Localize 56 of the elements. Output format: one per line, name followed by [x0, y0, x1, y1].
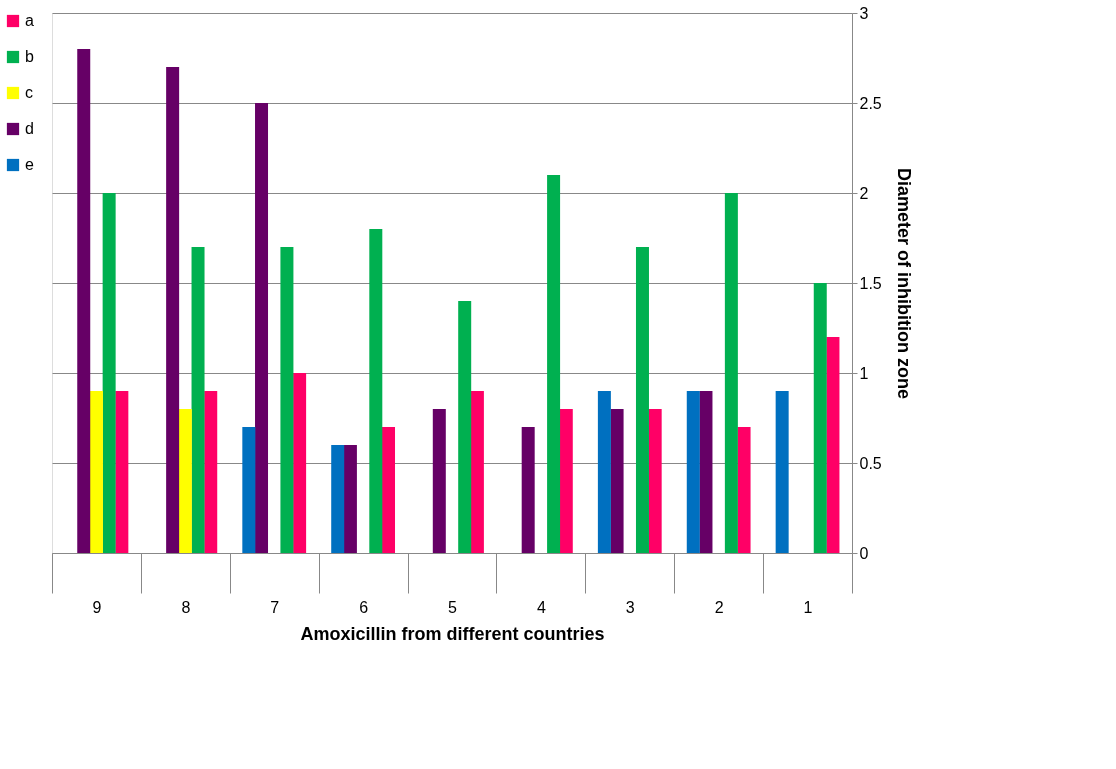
- bar: [521, 427, 535, 553]
- y-axis-title: Diameter of inhibition zone: [893, 167, 914, 400]
- y-tick-label: 0.5: [859, 454, 882, 472]
- x-tick-label: 4: [536, 598, 546, 616]
- bar: [547, 175, 561, 553]
- x-axis-title: Amoxicillin from different countries: [300, 623, 605, 644]
- y-tick-label: 1.5: [859, 274, 882, 292]
- bar: [458, 301, 472, 553]
- legend-label: d: [25, 120, 34, 137]
- bar: [331, 445, 345, 553]
- bar: [470, 391, 484, 553]
- bar: [699, 391, 713, 553]
- y-tick-label: 1: [859, 364, 869, 382]
- bar: [178, 409, 192, 553]
- legend-label: c: [25, 84, 33, 101]
- y-tick-label: 2: [859, 184, 869, 202]
- x-tick-label: 9: [92, 598, 102, 616]
- bar: [191, 247, 205, 553]
- y-tick-label: 0: [859, 544, 869, 562]
- y-tick-label: 3: [859, 4, 869, 22]
- legend-label: e: [25, 156, 34, 173]
- bar: [610, 409, 624, 553]
- legend-label: b: [25, 48, 34, 65]
- x-tick-label: 7: [270, 598, 280, 616]
- bar: [77, 49, 91, 553]
- bar: [724, 193, 738, 553]
- bar: [686, 391, 700, 553]
- x-tick-label: 3: [625, 598, 635, 616]
- bar: [737, 427, 751, 553]
- bar: [343, 445, 357, 553]
- bar: [775, 391, 789, 553]
- bar: [115, 391, 129, 553]
- bar: [432, 409, 446, 553]
- x-tick-label: 1: [803, 598, 813, 616]
- x-tick-label: 5: [448, 598, 458, 616]
- bar: [826, 337, 840, 553]
- bar: [813, 283, 827, 553]
- bar: [559, 409, 573, 553]
- bar: [102, 193, 116, 553]
- bar: [255, 103, 269, 553]
- x-tick-label: 2: [714, 598, 724, 616]
- bar: [89, 391, 103, 553]
- y-tick-label: 2.5: [859, 94, 882, 112]
- x-tick-label: 8: [181, 598, 191, 616]
- x-tick-label: 6: [359, 598, 369, 616]
- bar: [204, 391, 218, 553]
- bar: [382, 427, 396, 553]
- bar: [242, 427, 256, 553]
- bar: [597, 391, 611, 553]
- bar: [293, 373, 307, 553]
- bar: [648, 409, 662, 553]
- bar: [166, 67, 180, 553]
- bar: [369, 229, 383, 553]
- legend-label: a: [25, 12, 34, 29]
- bar: [635, 247, 649, 553]
- bar: [280, 247, 294, 553]
